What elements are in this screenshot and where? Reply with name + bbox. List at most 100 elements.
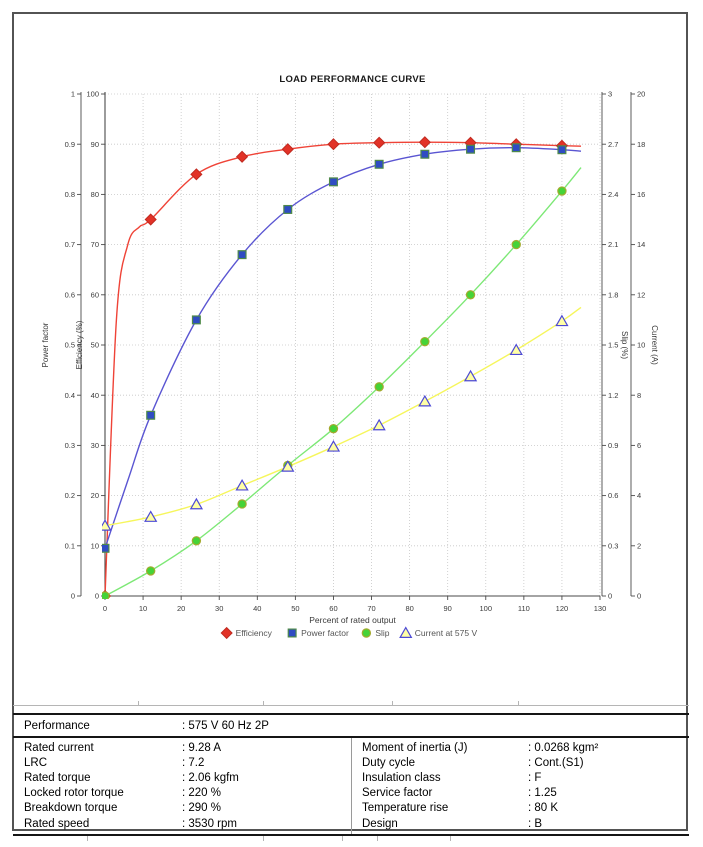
spec-columns: Rated current: 9.28 A LRC: 7.2 Rated torqu… [13, 738, 689, 837]
svg-text:Slip: Slip [375, 628, 389, 638]
svg-text:0.8: 0.8 [65, 190, 75, 199]
load-performance-chart: 0 0.1 0.2 0.3 0.4 0.5 0.6 0.7 0.8 0.9 1 0 10 20 30 40 50… [41, 74, 659, 640]
spec-row: Duty cycle : Cont.(S1) [352, 755, 689, 770]
spec-row: Moment of inertia (J) : 0.0268 kgm² [352, 740, 689, 755]
svg-text:1.8: 1.8 [608, 290, 618, 299]
chart-series [102, 136, 582, 599]
svg-text:3: 3 [608, 90, 612, 99]
svg-text:Efficiency: Efficiency [236, 628, 273, 638]
svg-text:50: 50 [291, 604, 299, 613]
svg-text:0.9: 0.9 [608, 441, 618, 450]
datasheet-page-border [12, 12, 688, 831]
svg-text:0.4: 0.4 [65, 391, 75, 400]
spec-row: Insulation class : F [352, 770, 689, 785]
table-bottom-gridline [13, 836, 689, 842]
svg-text:2.1: 2.1 [608, 240, 618, 249]
spec-column-right: Moment of inertia (J): 0.0268 kgm² Duty c… [351, 738, 689, 835]
svg-text:0.5: 0.5 [65, 341, 75, 350]
svg-text:20: 20 [637, 90, 645, 99]
grid-stub [377, 836, 378, 842]
svg-text:60: 60 [329, 604, 337, 613]
spec-value: : 3530 rpm [182, 817, 237, 830]
svg-text:Slip (%): Slip (%) [620, 331, 629, 359]
spec-value: : 290 % [182, 802, 221, 815]
spec-value: : B [528, 817, 543, 830]
svg-text:2.4: 2.4 [608, 190, 618, 199]
legend-item-power-factor: Power factor [287, 628, 349, 638]
svg-text:20: 20 [91, 491, 99, 500]
spec-value: : 7.2 [182, 756, 205, 769]
svg-text:0.2: 0.2 [65, 491, 75, 500]
spec-label: Breakdown torque [24, 802, 118, 815]
spec-label: Design [362, 817, 398, 830]
performance-label: Performance [24, 719, 90, 732]
svg-text:0.6: 0.6 [65, 290, 75, 299]
svg-text:1: 1 [71, 90, 75, 99]
grid-stub [342, 836, 343, 842]
spec-value: : 0.0268 kgm² [528, 741, 599, 754]
spec-label: Rated current [24, 741, 94, 754]
grid-stub [518, 701, 519, 706]
svg-text:0.3: 0.3 [65, 441, 75, 450]
svg-text:12: 12 [637, 290, 645, 299]
spec-value: : 1.25 [528, 787, 557, 800]
svg-text:Percent of rated output: Percent of rated output [309, 615, 396, 625]
svg-text:0.1: 0.1 [65, 541, 75, 550]
svg-text:0: 0 [608, 592, 612, 601]
svg-text:Power factor: Power factor [41, 322, 50, 367]
grid-stub [450, 836, 451, 842]
grid-stub [392, 701, 393, 706]
svg-text:80: 80 [405, 604, 413, 613]
svg-text:0.6: 0.6 [608, 491, 618, 500]
spec-label: Insulation class [362, 771, 441, 784]
performance-row: Performance : 575 V 60 Hz 2P [13, 713, 689, 738]
spec-label: Rated torque [24, 771, 91, 784]
svg-text:90: 90 [444, 604, 452, 613]
legend-item-efficiency: Efficiency [220, 626, 273, 640]
svg-text:1.2: 1.2 [608, 391, 618, 400]
spec-label: LRC [24, 756, 48, 769]
svg-text:10: 10 [637, 341, 645, 350]
chart-title: LOAD PERFORMANCE CURVE [279, 74, 425, 85]
svg-text:90: 90 [91, 140, 99, 149]
svg-text:60: 60 [91, 290, 99, 299]
spec-label: Temperature rise [362, 802, 449, 815]
grid-stub [138, 701, 139, 706]
spec-row: Locked rotor torque: 220 % [13, 786, 351, 801]
svg-text:14: 14 [637, 240, 645, 249]
svg-text:0: 0 [95, 592, 99, 601]
spec-value: : 220 % [182, 787, 221, 800]
svg-text:0.9: 0.9 [65, 140, 75, 149]
grid-stub [263, 701, 264, 706]
svg-text:20: 20 [177, 604, 185, 613]
svg-text:2: 2 [637, 541, 641, 550]
spec-row: Temperature rise : 80 K [352, 801, 689, 816]
spec-label: Service factor [362, 787, 433, 800]
svg-text:2.7: 2.7 [608, 140, 618, 149]
svg-text:10: 10 [91, 541, 99, 550]
legend-item-current-at-575-v: Current at 575 V [399, 626, 477, 638]
spec-value: : 2.06 kgfm [182, 771, 239, 784]
spec-value: : 9.28 A [182, 741, 222, 754]
spec-label: Moment of inertia (J) [362, 741, 468, 754]
spec-column-left: Rated current: 9.28 A LRC: 7.2 Rated torqu… [13, 738, 351, 834]
chart-canvas: 00.10.20.30.40.50.60.70.80.9101020304050… [41, 74, 659, 640]
svg-text:6: 6 [637, 441, 641, 450]
spec-label: Duty cycle [362, 756, 416, 769]
grid-stub [263, 836, 264, 842]
svg-text:0: 0 [71, 592, 75, 601]
spec-label: Rated speed [24, 817, 90, 830]
spec-row: LRC : 7.2 [13, 755, 351, 770]
svg-text:30: 30 [91, 441, 99, 450]
svg-text:8: 8 [637, 391, 641, 400]
svg-text:16: 16 [637, 190, 645, 199]
svg-text:110: 110 [518, 604, 530, 613]
spec-row: Rated torque : 2.06 kgfm [13, 770, 351, 785]
spec-row: Breakdown torque : 290 % [13, 801, 351, 816]
spec-value: : F [528, 771, 542, 784]
spec-row: Service factor : 1.25 [352, 786, 689, 801]
spec-value: : 80 K [528, 802, 559, 815]
performance-table: Performance : 575 V 60 Hz 2P Rated curre… [13, 701, 689, 842]
svg-text:120: 120 [556, 604, 569, 613]
spec-value: : Cont.(S1) [528, 756, 584, 769]
